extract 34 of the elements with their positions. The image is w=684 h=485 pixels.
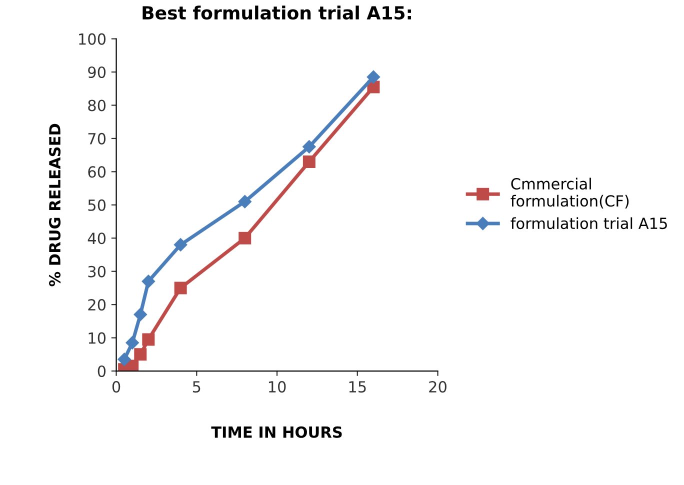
point xyxy=(134,308,147,322)
point xyxy=(142,274,156,288)
point xyxy=(174,282,187,294)
legend-label: Cmmercial formulation(CF) xyxy=(510,178,629,208)
point xyxy=(238,195,252,208)
y-axis-title: % DRUG RELEASED xyxy=(48,124,61,286)
y-tick-label: 10 xyxy=(88,332,106,344)
y-tick-label: 50 xyxy=(88,199,106,211)
legend-label: formulation trial A15 xyxy=(510,217,667,230)
point xyxy=(118,352,131,366)
x-tick-label: 0 xyxy=(112,381,120,393)
y-tick-label: 20 xyxy=(88,299,106,311)
x-tick-label: 15 xyxy=(349,381,366,393)
y-tick-label: 40 xyxy=(88,232,106,244)
point xyxy=(302,140,316,154)
y-tick-label: 0 xyxy=(98,365,106,378)
y-tick-label: 90 xyxy=(88,66,106,78)
y-tick-label: 100 xyxy=(79,33,106,45)
point xyxy=(174,238,188,252)
x-tick-label: 10 xyxy=(268,381,286,393)
point xyxy=(134,348,147,361)
x-tick-label: 5 xyxy=(192,381,200,393)
chart-title: Best formulation trial A15: xyxy=(142,6,411,20)
y-tick-label: 30 xyxy=(88,266,106,278)
point xyxy=(238,232,252,244)
y-tick-label: 70 xyxy=(88,132,106,144)
y-tick-label: 80 xyxy=(88,100,106,112)
point xyxy=(366,70,380,84)
x-axis-title: TIME IN HOURS xyxy=(211,426,342,438)
point xyxy=(126,336,139,350)
point xyxy=(302,155,316,168)
point xyxy=(142,333,155,346)
y-tick-label: 60 xyxy=(88,166,106,178)
x-tick-label: 20 xyxy=(429,381,446,393)
